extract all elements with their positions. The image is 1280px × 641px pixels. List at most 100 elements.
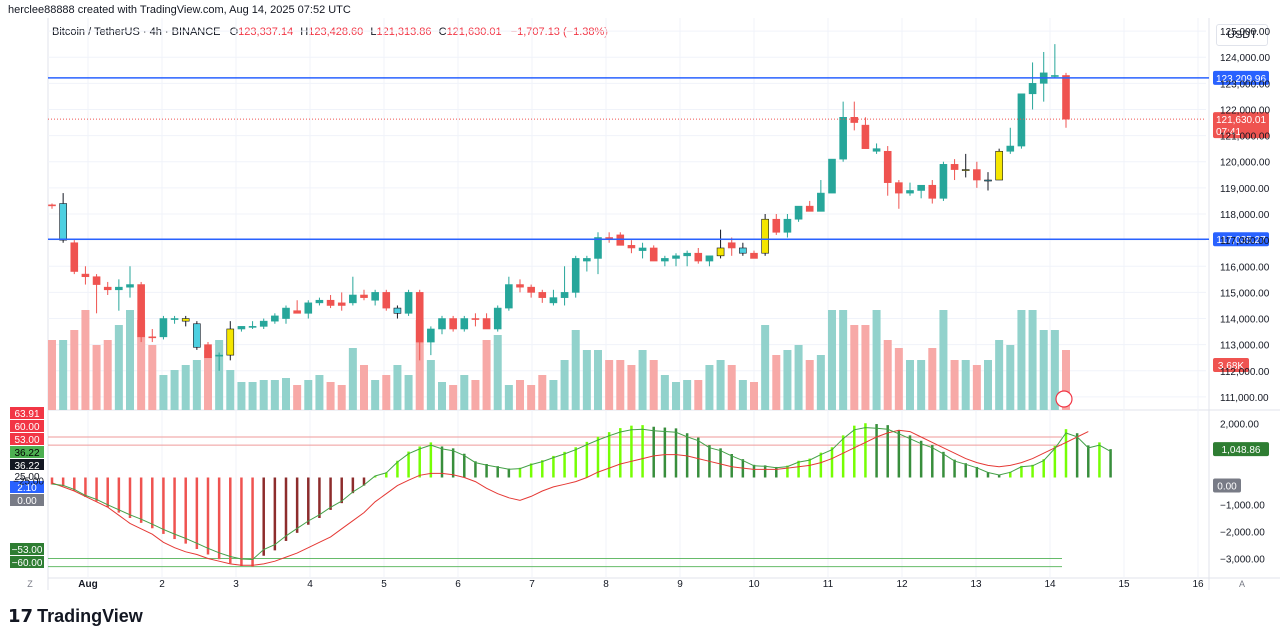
time-tick-label: Aug xyxy=(78,579,97,590)
volume-bar xyxy=(906,360,914,410)
volume-bar xyxy=(616,360,625,410)
candle-body xyxy=(226,328,235,356)
volume-bar xyxy=(504,385,513,410)
candle-body xyxy=(705,255,714,262)
candle-body xyxy=(761,218,769,254)
osc-left-badge xyxy=(10,494,44,506)
price-tick-label: 113,000.00 xyxy=(1220,341,1270,352)
volume-bar xyxy=(705,365,714,410)
volume-bar xyxy=(181,365,190,410)
volume-bar xyxy=(371,380,380,410)
volume-bar xyxy=(137,320,146,410)
osc-left-badge-label: 2.10 xyxy=(17,483,37,494)
volume-bar xyxy=(482,340,491,410)
close-value: 121,630.01 xyxy=(446,26,502,38)
price-tick-label: 124,000.00 xyxy=(1220,53,1270,64)
candle-body xyxy=(895,182,903,194)
alert-icon xyxy=(1055,390,1073,408)
volume-bar xyxy=(404,375,413,410)
volume-bar xyxy=(293,385,302,410)
candle-body xyxy=(193,323,201,348)
volume-bar xyxy=(571,330,580,410)
volume-bar xyxy=(928,348,937,410)
candle-body xyxy=(928,184,937,199)
osc-left-badge-label: −53.00 xyxy=(12,545,43,556)
candles xyxy=(48,44,1070,371)
volume-bar xyxy=(92,345,101,410)
candle-body xyxy=(672,255,680,259)
candle-body xyxy=(170,318,179,320)
level-tag xyxy=(1213,70,1269,85)
price-tick-label: 112,000.00 xyxy=(1220,367,1270,378)
candle-body xyxy=(649,247,658,262)
volume-bar xyxy=(839,310,848,410)
candle-body xyxy=(282,307,290,319)
volume-bar xyxy=(59,340,68,410)
volume-bar xyxy=(337,385,346,410)
price-tick-label: 117,000.00 xyxy=(1220,236,1270,247)
candle-body xyxy=(337,302,346,306)
time-tick-label: 8 xyxy=(603,579,609,590)
candle-body xyxy=(181,318,190,322)
candle-body xyxy=(727,242,736,249)
candle-body xyxy=(493,307,502,330)
last-price-tag xyxy=(1213,112,1269,139)
tradingview-logo[interactable]: 𝟭𝟳 TradingView xyxy=(8,606,143,627)
candle-body xyxy=(449,318,457,330)
candle-body xyxy=(961,169,970,171)
volume-bar xyxy=(582,350,591,410)
candle-body xyxy=(605,237,613,239)
candle-body xyxy=(850,117,859,123)
price-tick-label: 119,000.00 xyxy=(1220,184,1270,195)
volume-bar xyxy=(683,380,692,410)
osc-left-badge-label: 63.91 xyxy=(14,409,39,420)
volume-bar xyxy=(516,380,524,410)
time-tick-label: 5 xyxy=(381,579,387,590)
currency-button[interactable]: USDT xyxy=(1216,24,1268,46)
low-value: 121,313.86 xyxy=(376,26,432,38)
time-tick-label: 15 xyxy=(1118,579,1130,590)
auto-scale-label: A xyxy=(1239,579,1245,589)
volume-bar xyxy=(872,310,881,410)
osc-left-badge xyxy=(10,556,44,568)
candle-body xyxy=(404,292,413,314)
volume-bar xyxy=(861,325,870,410)
candle-body xyxy=(571,258,580,293)
volume-bar xyxy=(716,360,725,410)
volume-bar xyxy=(471,380,480,410)
osc-tick-label: −1,000.00 xyxy=(1220,501,1265,512)
volume-bars xyxy=(48,310,1070,410)
candle-body xyxy=(805,205,814,212)
price-tick-label: 111,000.00 xyxy=(1220,393,1269,404)
price-tick-label: 115,000.00 xyxy=(1220,288,1270,299)
candle-body xyxy=(393,307,402,314)
time-tick-label: 4 xyxy=(307,579,313,590)
volume-bar xyxy=(304,380,313,410)
axes: 111,000.00112,000.00113,000.00114,000.00… xyxy=(13,27,1270,590)
time-tick-label: 2 xyxy=(159,579,165,590)
candle-body xyxy=(828,158,836,194)
volume-bar xyxy=(794,345,803,410)
candle-body xyxy=(716,247,725,257)
osc-zero-label: 0.00 xyxy=(1217,482,1237,493)
candle-body xyxy=(81,273,90,278)
osc-left-badge-label: 25.00 xyxy=(14,472,39,483)
osc-tick-label: 2,000.00 xyxy=(1220,420,1259,431)
volume-bar xyxy=(393,365,402,410)
volume-bar xyxy=(70,330,79,410)
volume-bar xyxy=(917,360,926,410)
candle-body xyxy=(739,247,747,254)
volume-bar xyxy=(159,375,168,410)
candle-body xyxy=(371,292,379,301)
volume-bar xyxy=(81,310,90,410)
volume-bar xyxy=(415,320,424,410)
osc-left-badge xyxy=(10,481,44,493)
volume-bar xyxy=(727,365,736,410)
volume-bar xyxy=(103,340,112,410)
price-tick-label: 122,000.00 xyxy=(1220,105,1270,116)
change-value: −1,707.13 (−1.38%) xyxy=(510,26,608,38)
symbol-title[interactable]: Bitcoin / TetherUS · 4h · BINANCE xyxy=(52,26,221,38)
volume-bar xyxy=(1017,310,1026,410)
candle-body xyxy=(549,297,558,304)
